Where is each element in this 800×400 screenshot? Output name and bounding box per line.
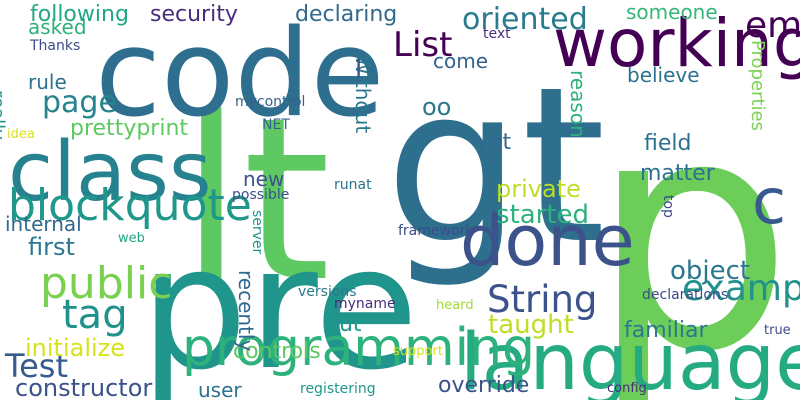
word-declarations: declarations: [642, 287, 728, 303]
word-test: Test: [4, 347, 68, 385]
word-versions: versions: [298, 284, 357, 300]
word-following: following: [30, 2, 129, 27]
word-familiar: familiar: [624, 318, 708, 343]
word-rule: rule: [28, 70, 67, 94]
word-possible: possible: [232, 187, 289, 203]
word-reason: reason: [566, 70, 590, 138]
word-programming: programming: [182, 318, 535, 378]
word-support: support: [393, 344, 443, 359]
word-constructor: constructor: [15, 374, 152, 400]
word-new: new: [243, 167, 284, 191]
word-put: put: [325, 312, 362, 337]
word-initialize: initialize: [25, 334, 125, 362]
word-properties: Properties: [747, 40, 768, 131]
word-server: server: [249, 210, 265, 255]
word-example: example: [682, 268, 800, 309]
word-web: web: [118, 231, 145, 246]
word-working: working: [553, 5, 800, 82]
word-internal: internal: [5, 212, 82, 236]
word-declaring: declaring: [295, 2, 397, 27]
word-string: String: [487, 278, 597, 321]
word-mycontrol: mycontrol: [235, 94, 305, 110]
word-yet: yet: [476, 130, 512, 155]
word-user: user: [198, 378, 242, 400]
word-without: Without: [351, 55, 375, 133]
word-tag: tag: [62, 292, 128, 338]
word-em: em: [745, 5, 800, 46]
word-taught: taught: [488, 310, 574, 340]
word-true: true: [764, 323, 791, 338]
word-myname: myname: [334, 296, 396, 312]
word-heard: heard: [436, 298, 474, 313]
word-net: NET: [262, 117, 290, 133]
word-thanks: Thanks: [29, 38, 80, 54]
word-class: class: [8, 125, 212, 220]
word-c: c: [752, 165, 786, 238]
word-lang: lang: [250, 152, 289, 173]
word-private: private: [496, 175, 581, 203]
word-field: field: [644, 131, 691, 156]
word-top: top: [660, 195, 676, 218]
word-gt: gt: [385, 40, 606, 291]
word-controls: controls: [233, 339, 321, 364]
word-lt: lt: [180, 70, 331, 332]
word-list: List: [393, 25, 452, 65]
word-oriented: oriented: [462, 2, 588, 37]
word-framework: framework: [398, 223, 474, 239]
word-idea: idea: [7, 127, 35, 142]
word-object: object: [670, 256, 750, 286]
word-first: first: [28, 233, 75, 261]
word-prettyprint: prettyprint: [70, 116, 188, 141]
word-text: text: [483, 26, 511, 42]
word-code: code: [95, 5, 384, 144]
word-page: page: [42, 85, 117, 120]
word-done: done: [460, 200, 635, 282]
word-public: public: [40, 258, 172, 309]
word-override: override: [438, 373, 529, 398]
word-really: really: [0, 90, 8, 140]
word-oo: oo: [422, 93, 451, 121]
word-pre: pre: [140, 210, 419, 400]
word-languages: languages: [460, 318, 800, 400]
word-someone: someone: [626, 0, 718, 24]
word-registering: registering: [300, 381, 376, 397]
word-config: config: [607, 381, 647, 396]
word-blockquote: blockquote: [8, 180, 252, 231]
word-runat: runat: [334, 177, 372, 193]
word-asked: asked: [28, 15, 87, 39]
word-come: come: [433, 49, 488, 73]
word-started: started: [496, 200, 589, 230]
word-matter: matter: [640, 161, 716, 186]
word-security: security: [150, 2, 238, 27]
word-l: l: [355, 55, 362, 85]
word-believe: believe: [627, 63, 700, 87]
word-recently: recently: [234, 270, 258, 351]
word-p: p: [590, 50, 793, 400]
